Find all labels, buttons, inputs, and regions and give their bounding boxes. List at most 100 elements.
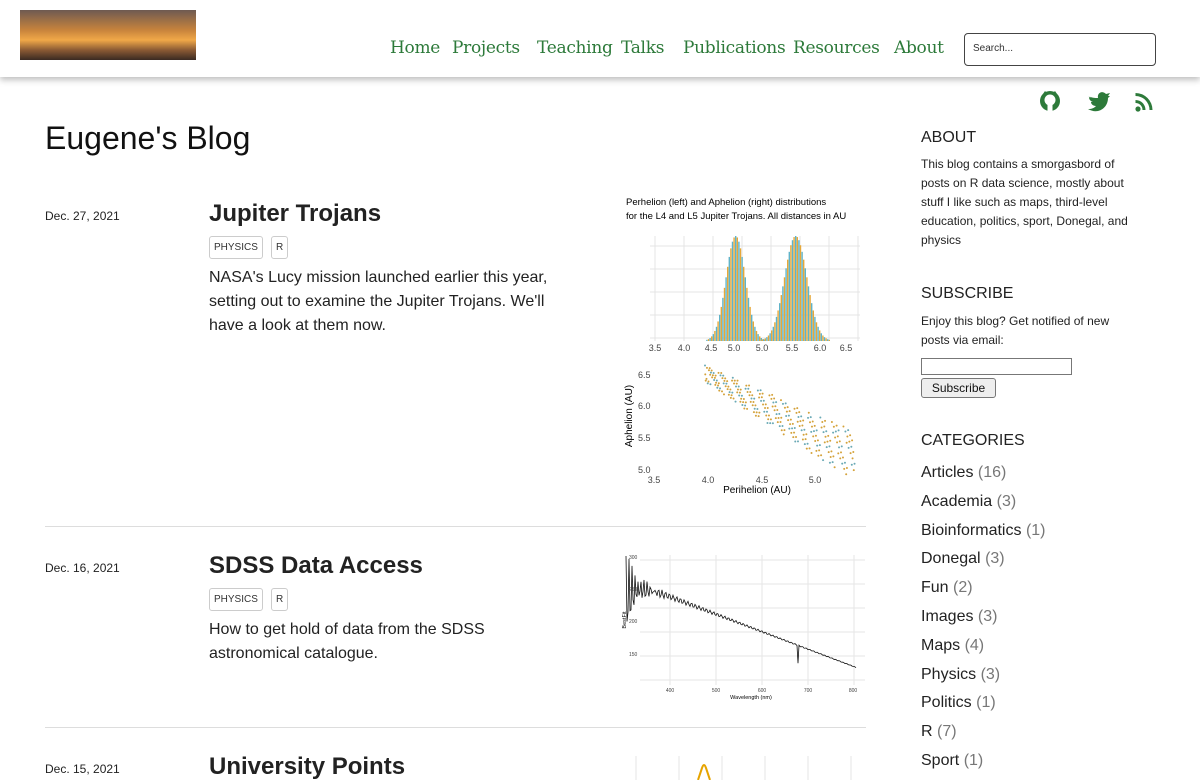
thumb-dot (851, 439, 854, 442)
thumb-bar (790, 245, 792, 341)
post-tag[interactable]: R (271, 588, 289, 611)
subscribe-text: Enjoy this blog? Get notified of new pos… (921, 314, 1110, 347)
post-tag[interactable]: PHYSICS (209, 588, 263, 611)
nav-link[interactable]: About (894, 38, 944, 58)
category-item[interactable]: Images (3) (921, 608, 997, 626)
nav-link[interactable]: Resources (793, 38, 880, 58)
thumb-axis-label: Perihelion (AU) (723, 485, 791, 496)
thumb-line (625, 555, 857, 669)
thumb-dot (774, 405, 777, 408)
category-item[interactable]: Academia (3) (921, 493, 1016, 511)
post-title[interactable]: SDSS Data Access (209, 552, 423, 579)
thumb-bar (806, 277, 808, 341)
category-name[interactable]: Sport (921, 752, 960, 769)
thumb-dot (824, 435, 827, 438)
thumb-dot (802, 419, 805, 422)
thumb-dot (777, 416, 780, 419)
thumb-dot (767, 418, 770, 421)
twitter-icon[interactable] (1088, 92, 1110, 112)
thumb-dot (740, 397, 743, 400)
post-tag[interactable]: R (271, 236, 289, 259)
category-name[interactable]: Maps (921, 636, 961, 654)
post-title[interactable]: Jupiter Trojans (209, 200, 382, 227)
thumb-dot (842, 425, 845, 428)
thumb-dot (746, 390, 749, 393)
subscribe-button[interactable]: Subscribe (921, 378, 996, 398)
thumb-bar (717, 321, 719, 341)
thumb-dot (832, 455, 835, 458)
logo-image[interactable] (20, 10, 196, 60)
thumb-tick: 4.0 (702, 475, 715, 485)
category-name[interactable]: Bioinformatics (921, 521, 1022, 539)
thumb-dot (851, 457, 854, 460)
thumb-dot (795, 435, 798, 438)
thumb-dot (822, 431, 825, 434)
thumb-tick: 500 (712, 688, 721, 694)
github-icon[interactable] (1040, 91, 1060, 111)
thumb-dot (817, 454, 820, 457)
post-title[interactable]: University Points (209, 753, 406, 780)
thumb-bar (785, 268, 787, 341)
category-count: (3) (985, 550, 1005, 568)
search-input[interactable]: Search... (964, 33, 1156, 66)
thumb-tick: 3.5 (648, 475, 661, 485)
thumb-dot (717, 384, 720, 387)
nav-link[interactable]: Projects (452, 38, 520, 58)
thumb-dot (757, 415, 760, 418)
thumb-dot (723, 379, 726, 382)
thumb-dot (730, 394, 733, 397)
thumb-dot (823, 441, 826, 444)
thumb-dot (826, 440, 829, 443)
thumb-dot (776, 409, 779, 412)
category-name[interactable]: Politics (921, 694, 972, 712)
category-name[interactable]: Donegal (921, 550, 981, 568)
thumb-dot (782, 433, 785, 436)
thumb-dot (714, 383, 717, 386)
category-item[interactable]: Physics (3) (921, 666, 1000, 684)
thumb-dot (815, 449, 818, 452)
category-item[interactable]: Sport (1) (921, 752, 983, 770)
nav-link[interactable]: Talks (621, 38, 665, 58)
email-input[interactable] (921, 358, 1072, 375)
category-name[interactable]: Articles (921, 464, 974, 481)
category-name[interactable]: Fun (921, 579, 949, 597)
thumb-dot (779, 399, 782, 402)
nav-link[interactable]: Publications (683, 38, 786, 58)
category-name[interactable]: Academia (921, 492, 993, 510)
subscribe-heading: SUBSCRIBE (921, 285, 1014, 302)
thumb-dot (844, 430, 847, 433)
thumb-dot (802, 433, 805, 436)
category-item[interactable]: Donegal (3) (921, 550, 1005, 568)
thumb-dot (808, 447, 811, 450)
thumb-bar (709, 338, 711, 341)
thumb-axis-label: Wavelength (nm) (730, 695, 772, 701)
rss-icon[interactable] (1135, 93, 1153, 112)
category-item[interactable]: R (7) (921, 723, 957, 741)
thumb-dot (801, 424, 804, 427)
thumb-dot (744, 387, 747, 390)
thumb-bar (714, 330, 716, 341)
category-item[interactable]: Fun (2) (921, 579, 973, 597)
thumb-bar (730, 248, 732, 341)
thumb-dot (732, 397, 735, 400)
nav-link[interactable]: Teaching (537, 38, 613, 58)
thumb-bar (787, 259, 789, 341)
nav-link[interactable]: Home (390, 38, 441, 58)
thumb-bar (723, 287, 726, 341)
thumb-dot (771, 422, 774, 425)
category-item[interactable]: Articles (16) (921, 464, 1006, 482)
thumb-bar (757, 334, 759, 341)
post-date: Dec. 27, 2021 (45, 209, 120, 223)
thumb-bar (735, 236, 737, 341)
category-item[interactable]: Bioinformatics (1) (921, 522, 1046, 540)
category-item[interactable]: Politics (1) (921, 694, 996, 712)
thumb-bar (811, 303, 813, 341)
thumb-dot (704, 364, 706, 367)
category-name[interactable]: R (921, 723, 933, 741)
category-name[interactable]: Images (921, 608, 974, 625)
thumb-bar (720, 306, 722, 341)
thumb-dot (815, 429, 818, 432)
category-name[interactable]: Physics (921, 665, 977, 683)
post-tag[interactable]: PHYSICS (209, 236, 263, 259)
category-item[interactable]: Maps (4) (921, 637, 984, 655)
